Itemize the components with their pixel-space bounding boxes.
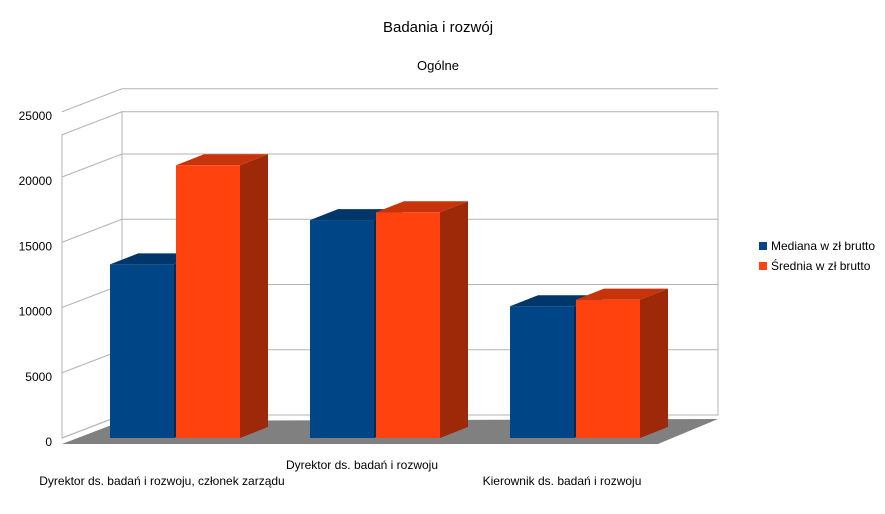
bar <box>110 264 174 438</box>
bars <box>110 154 668 438</box>
gridline <box>61 153 123 178</box>
y-tick-label: 20000 <box>19 174 53 188</box>
y-tick-label: 15000 <box>19 239 53 253</box>
bar-side <box>640 288 668 438</box>
bar-top <box>376 201 468 213</box>
x-axis: Dyrektor ds. badań i rozwoju, członek za… <box>39 458 641 488</box>
y-tick-label: 25000 <box>19 109 53 123</box>
bar <box>176 165 240 438</box>
gridline <box>61 88 123 113</box>
chart-title: Badania i rozwój <box>383 19 493 36</box>
bar <box>510 306 574 438</box>
y-tick-label: 5000 <box>25 370 52 384</box>
bar <box>310 220 374 438</box>
category-label: Dyrektor ds. badań i rozwoju, członek za… <box>39 474 284 488</box>
bar <box>576 299 640 438</box>
gridline <box>61 218 123 243</box>
legend-label: Mediana w zł brutto <box>771 239 875 253</box>
y-tick-label: 0 <box>45 435 52 449</box>
y-tick-label: 10000 <box>19 305 53 319</box>
category-label: Kierownik ds. badań i rozwoju <box>483 474 642 488</box>
bar-top <box>176 154 268 166</box>
legend-swatch <box>759 262 767 270</box>
category-label: Dyrektor ds. badań i rozwoju <box>286 458 438 472</box>
legend-label: Średnia w zł brutto <box>771 258 871 273</box>
bar <box>376 212 440 438</box>
bar-side <box>240 154 268 438</box>
bar-top <box>576 288 668 300</box>
legend-swatch <box>759 242 767 250</box>
bar-side <box>440 201 468 438</box>
legend: Mediana w zł brutto Średnia w zł brutto <box>759 239 875 273</box>
chart-subtitle: Ogólne <box>417 58 459 73</box>
y-axis: 0 5000 10000 15000 20000 25000 <box>19 109 53 449</box>
